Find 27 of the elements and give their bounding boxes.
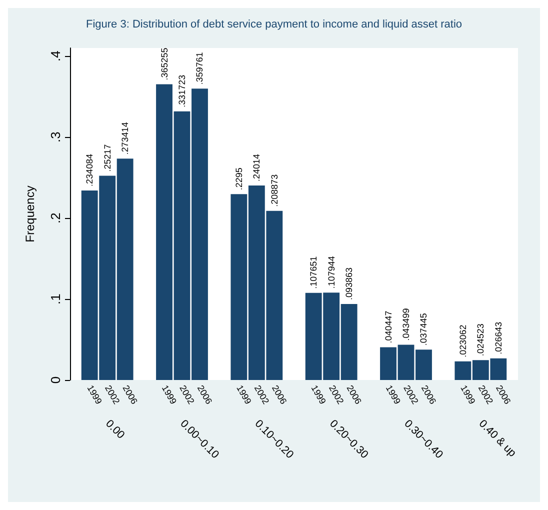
chart-title: Figure 3: Distribution of debt service payment to income and liquid asset ratio <box>86 18 462 30</box>
y-tick-label: .4 <box>48 50 63 62</box>
data-label: .24014 <box>252 154 262 182</box>
data-label: .25217 <box>102 144 112 172</box>
y-tick-label: .2 <box>48 212 63 224</box>
data-label: .037445 <box>418 313 429 346</box>
data-label: .024523 <box>476 324 486 356</box>
data-label: .273414 <box>120 122 130 155</box>
data-label: .359761 <box>194 52 205 85</box>
data-label: .043499 <box>401 308 411 341</box>
data-label: .331723 <box>177 74 187 108</box>
data-label: .026643 <box>493 322 504 354</box>
data-label: .040447 <box>383 310 394 344</box>
data-label: .107651 <box>308 256 319 289</box>
y-axis-title: Frequency <box>23 186 37 242</box>
data-label: .093863 <box>344 267 354 300</box>
x-tick-label: 0.00 <box>103 418 127 442</box>
x-tick-label: 0.40 & up <box>476 418 518 460</box>
data-label: .208873 <box>269 174 280 207</box>
y-tick-label: .3 <box>48 132 63 142</box>
data-label: .234084 <box>84 154 95 186</box>
y-tick-label: 0 <box>48 376 63 384</box>
data-label: .2295 <box>234 168 244 190</box>
y-tick-label: .1 <box>48 294 63 304</box>
data-label: .023062 <box>458 324 468 358</box>
data-label: .365255 <box>159 48 170 80</box>
data-label: .107944 <box>326 256 336 289</box>
